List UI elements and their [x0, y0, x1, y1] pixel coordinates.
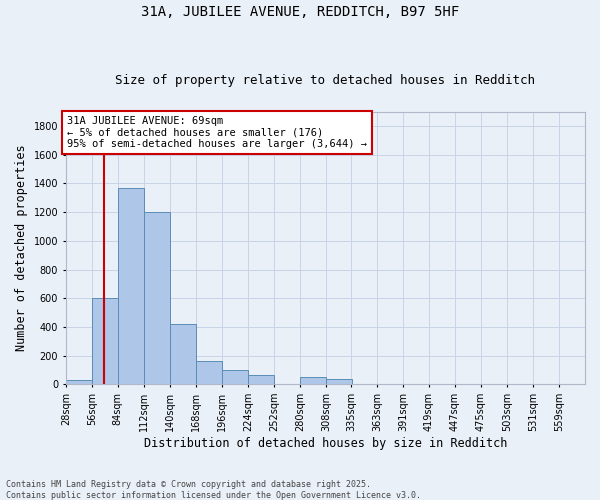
Bar	[248, 375, 274, 384]
Bar	[144, 212, 170, 384]
Bar	[196, 362, 222, 384]
Y-axis label: Number of detached properties: Number of detached properties	[15, 144, 28, 352]
Bar	[222, 370, 248, 384]
Text: Contains HM Land Registry data © Crown copyright and database right 2025.
Contai: Contains HM Land Registry data © Crown c…	[6, 480, 421, 500]
Bar	[326, 378, 352, 384]
Bar	[118, 188, 144, 384]
Bar	[92, 298, 118, 384]
Title: Size of property relative to detached houses in Redditch: Size of property relative to detached ho…	[115, 74, 535, 87]
Text: 31A, JUBILEE AVENUE, REDDITCH, B97 5HF: 31A, JUBILEE AVENUE, REDDITCH, B97 5HF	[141, 5, 459, 19]
Bar	[300, 377, 326, 384]
Bar	[66, 380, 92, 384]
Text: 31A JUBILEE AVENUE: 69sqm
← 5% of detached houses are smaller (176)
95% of semi-: 31A JUBILEE AVENUE: 69sqm ← 5% of detach…	[67, 116, 367, 150]
Bar	[170, 324, 196, 384]
X-axis label: Distribution of detached houses by size in Redditch: Distribution of detached houses by size …	[144, 437, 507, 450]
